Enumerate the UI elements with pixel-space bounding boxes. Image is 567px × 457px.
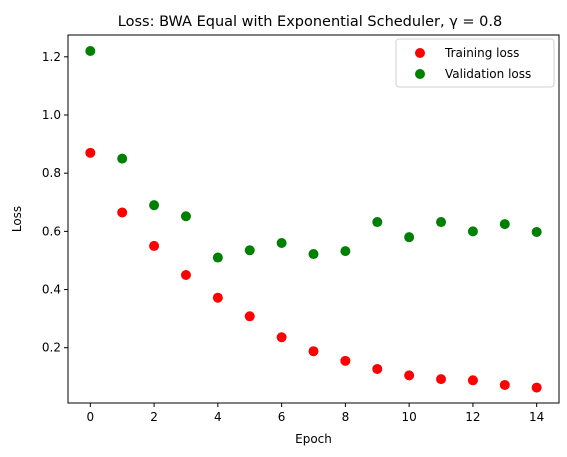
data-point-validation-loss <box>309 249 319 259</box>
x-axis: 0 2 4 6 8 10 12 14 <box>86 403 544 424</box>
x-tick-label: 14 <box>529 410 544 424</box>
y-tick-label: 0.4 <box>42 283 61 297</box>
y-tick-label: 0.6 <box>42 224 61 238</box>
chart-title: Loss: BWA Equal with Exponential Schedul… <box>118 14 502 30</box>
x-tick-label: 2 <box>150 410 158 424</box>
data-point-training-loss <box>117 207 127 217</box>
data-point-validation-loss <box>213 253 223 263</box>
legend-marker-validation-loss <box>415 69 425 79</box>
x-tick-label: 8 <box>342 410 350 424</box>
legend-label-validation-loss: Validation loss <box>445 67 531 81</box>
y-axis: 0.2 0.4 0.6 0.8 1.0 1.2 <box>42 50 68 355</box>
data-point-training-loss <box>245 311 255 321</box>
data-point-training-loss <box>500 380 510 390</box>
data-point-training-loss <box>340 356 350 366</box>
data-point-validation-loss <box>340 246 350 256</box>
data-point-training-loss <box>213 293 223 303</box>
x-tick-label: 4 <box>214 410 222 424</box>
x-tick-label: 6 <box>278 410 286 424</box>
data-point-training-loss <box>277 332 287 342</box>
data-points <box>85 46 541 393</box>
y-tick-label: 1.2 <box>42 50 61 64</box>
legend: Training loss Validation loss <box>396 39 554 87</box>
data-point-validation-loss <box>149 200 159 210</box>
legend-label-training-loss: Training loss <box>444 46 519 60</box>
data-point-validation-loss <box>117 154 127 164</box>
legend-marker-training-loss <box>415 48 425 58</box>
data-point-validation-loss <box>85 46 95 56</box>
data-point-validation-loss <box>181 211 191 221</box>
data-point-training-loss <box>436 374 446 384</box>
y-tick-label: 1.0 <box>42 108 61 122</box>
data-point-validation-loss <box>500 219 510 229</box>
data-point-validation-loss <box>372 217 382 227</box>
data-point-training-loss <box>468 375 478 385</box>
x-axis-label: Epoch <box>295 432 332 446</box>
data-point-training-loss <box>404 370 414 380</box>
x-tick-label: 0 <box>86 410 94 424</box>
data-point-training-loss <box>309 346 319 356</box>
data-point-validation-loss <box>404 232 414 242</box>
data-point-training-loss <box>85 148 95 158</box>
x-tick-label: 12 <box>465 410 480 424</box>
data-point-validation-loss <box>532 227 542 237</box>
data-point-training-loss <box>372 364 382 374</box>
data-point-training-loss <box>532 383 542 393</box>
data-point-training-loss <box>149 241 159 251</box>
y-tick-label: 0.2 <box>42 341 61 355</box>
y-tick-label: 0.8 <box>42 166 61 180</box>
data-point-validation-loss <box>436 217 446 227</box>
data-point-validation-loss <box>277 238 287 248</box>
data-point-validation-loss <box>245 245 255 255</box>
data-point-training-loss <box>181 270 191 280</box>
data-point-validation-loss <box>468 226 478 236</box>
x-tick-label: 10 <box>402 410 417 424</box>
y-axis-label: Loss <box>10 206 24 232</box>
